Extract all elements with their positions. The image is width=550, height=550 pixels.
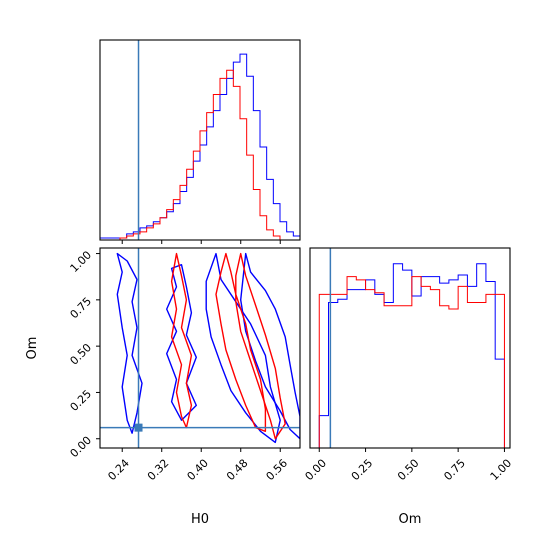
om-hist-tick-label: 1.00 — [488, 457, 515, 484]
h0-histogram-panel — [99, 39, 301, 244]
h0-tick-label: 0.40 — [184, 457, 211, 484]
h0-histogram-series-1 — [100, 69, 300, 241]
contour-series-0-level-1 — [166, 264, 197, 421]
om-tick-label: 0.50 — [68, 341, 95, 368]
contour-series-1-level-1 — [215, 252, 267, 432]
h0-tick-label: 0.48 — [224, 457, 251, 484]
om-axis-label: Om — [25, 337, 40, 360]
h0-histogram-series-0 — [99, 53, 301, 240]
h0-om-contour-panel: 0.24 0.32 0.40 0.48 0.56 0.00 0.25 0.50 0.75 1.00… — [25, 247, 301, 527]
om-hist-tick-label: 0.50 — [395, 457, 422, 484]
truth-marker — [134, 423, 143, 432]
om-histogram-series-1 — [318, 276, 505, 448]
h0-tick-label: 0.32 — [145, 457, 172, 484]
om-tick-label: 0.00 — [68, 434, 95, 461]
om-hist-tick-label: 0.75 — [441, 457, 468, 484]
contour-lines — [116, 252, 300, 444]
h0-histogram-frame — [99, 39, 301, 241]
om-hist-tick-label: 0.00 — [303, 457, 330, 484]
om-histogram-frame — [309, 247, 511, 449]
contour-series-0-level-0 — [116, 252, 143, 434]
om-histogram-panel: 0.00 0.25 0.50 0.75 1.00 Om — [303, 247, 515, 527]
contour-series-0-level-3 — [240, 252, 300, 440]
h0-axis-label: H0 — [191, 512, 209, 527]
om-tick-label: 1.00 — [68, 248, 95, 275]
h0-tick-label: 0.56 — [264, 457, 291, 484]
contour-series-1-level-2 — [235, 252, 286, 440]
om-hist-axis-label: Om — [399, 512, 422, 527]
om-tick-label: 0.75 — [68, 295, 95, 322]
contour-frame — [99, 247, 301, 449]
om-tick-label: 0.25 — [68, 387, 95, 414]
om-hist-tick-label: 0.25 — [349, 457, 376, 484]
h0-tick-label: 0.24 — [105, 457, 132, 484]
